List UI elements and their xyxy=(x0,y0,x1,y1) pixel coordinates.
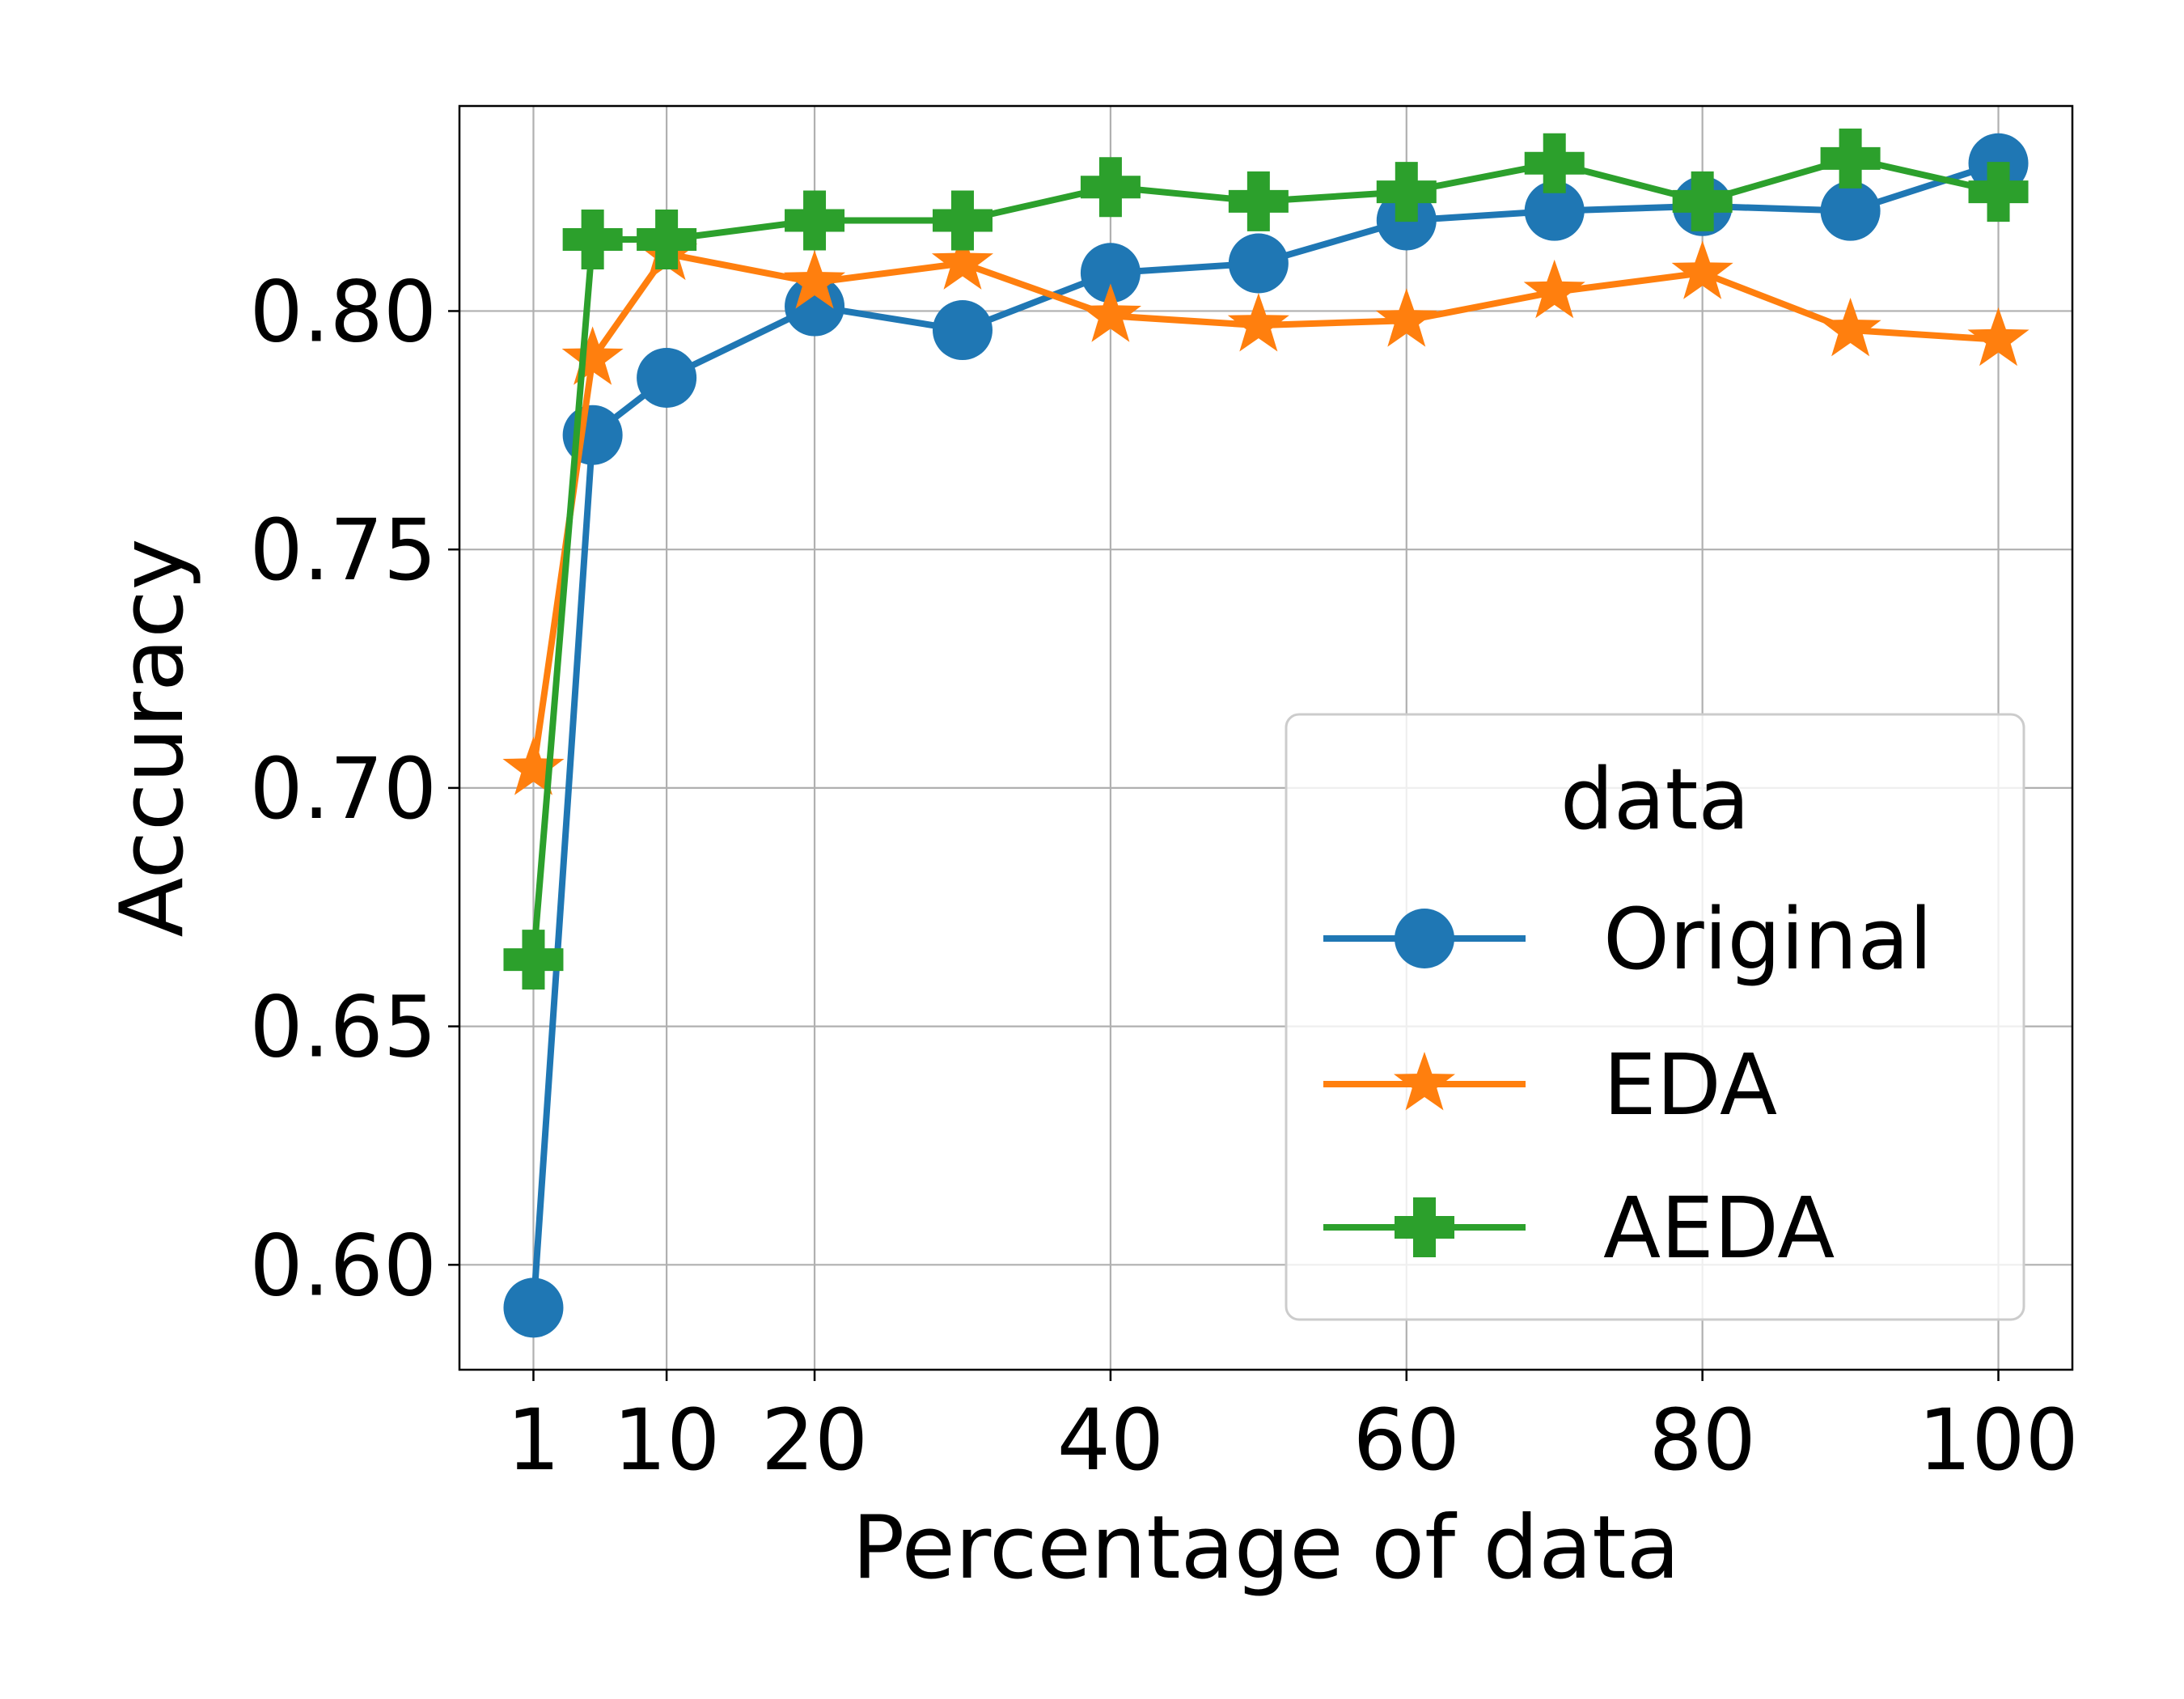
legend-swatch-marker xyxy=(1395,1197,1454,1257)
original-point xyxy=(1080,243,1141,303)
eda-point xyxy=(1375,288,1437,347)
legend-item-aeda: AEDA xyxy=(1323,1179,1835,1277)
series-lines xyxy=(502,128,2030,1338)
eda-point xyxy=(1079,283,1141,342)
original-point xyxy=(1228,233,1289,294)
x-tick-label: 40 xyxy=(1057,1391,1164,1489)
legend-label: EDA xyxy=(1603,1036,1777,1134)
y-tick-label: 0.65 xyxy=(249,978,437,1077)
aeda-point xyxy=(1080,157,1141,218)
series-aeda xyxy=(503,128,2029,990)
original-point xyxy=(637,347,697,408)
y-tick-label: 0.75 xyxy=(249,501,437,600)
eda-point xyxy=(1227,293,1289,352)
original-point xyxy=(932,300,993,361)
y-tick-label: 0.60 xyxy=(249,1216,437,1315)
plot-area-frame xyxy=(458,104,2074,1371)
x-tick-label: 80 xyxy=(1649,1391,1755,1489)
eda-point xyxy=(1671,240,1733,299)
y-axis-title: Accuracy xyxy=(102,538,203,937)
legend-swatch-marker xyxy=(1394,1052,1455,1111)
original-point xyxy=(1820,180,1881,241)
x-tick-label: 100 xyxy=(1918,1391,2079,1489)
aeda-point xyxy=(1820,128,1881,189)
eda-point xyxy=(931,231,993,290)
aeda-point xyxy=(637,210,697,270)
legend-swatch-marker xyxy=(1395,909,1454,968)
legend-label: Original xyxy=(1603,890,1932,989)
series-original xyxy=(503,133,2029,1338)
aeda-point xyxy=(1672,171,1733,231)
eda-point xyxy=(502,736,565,795)
original-point xyxy=(785,276,845,337)
x-tick-label: 60 xyxy=(1353,1391,1460,1489)
y-tick-label: 0.70 xyxy=(249,739,437,838)
x-tick-label: 20 xyxy=(761,1391,868,1489)
aeda-point xyxy=(785,190,845,251)
x-axis-title: Percentage of data xyxy=(852,1498,1680,1599)
legend-box xyxy=(1285,713,2025,1321)
aeda-point xyxy=(562,210,623,270)
aeda-point xyxy=(1968,162,2029,222)
legend-item-eda: EDA xyxy=(1323,1036,1777,1134)
legend: data Original EDA AEDA xyxy=(1285,713,2025,1321)
aeda-point xyxy=(1228,171,1289,231)
legend-label: AEDA xyxy=(1603,1179,1835,1277)
original-point xyxy=(503,1277,564,1338)
eda-point xyxy=(1819,298,1881,357)
axis-ticks: 1 10 20 40 60 80 100 0.60 0.65 0.70 0.75 0.80 xyxy=(249,262,2078,1489)
eda-point xyxy=(1967,307,2030,366)
legend-title: data xyxy=(1560,750,1750,849)
aeda-point xyxy=(932,190,993,251)
aeda-point xyxy=(1376,162,1437,222)
eda-point xyxy=(561,326,624,385)
y-tick-label: 0.80 xyxy=(249,262,437,361)
aeda-point xyxy=(503,930,564,990)
original-point xyxy=(1524,180,1585,241)
eda-point xyxy=(784,250,846,309)
x-tick-label: 1 xyxy=(506,1391,560,1489)
aeda-point xyxy=(1524,133,1585,193)
eda-point xyxy=(1523,259,1585,319)
x-tick-label: 10 xyxy=(613,1391,720,1489)
legend-item-original: Original xyxy=(1323,890,1932,989)
